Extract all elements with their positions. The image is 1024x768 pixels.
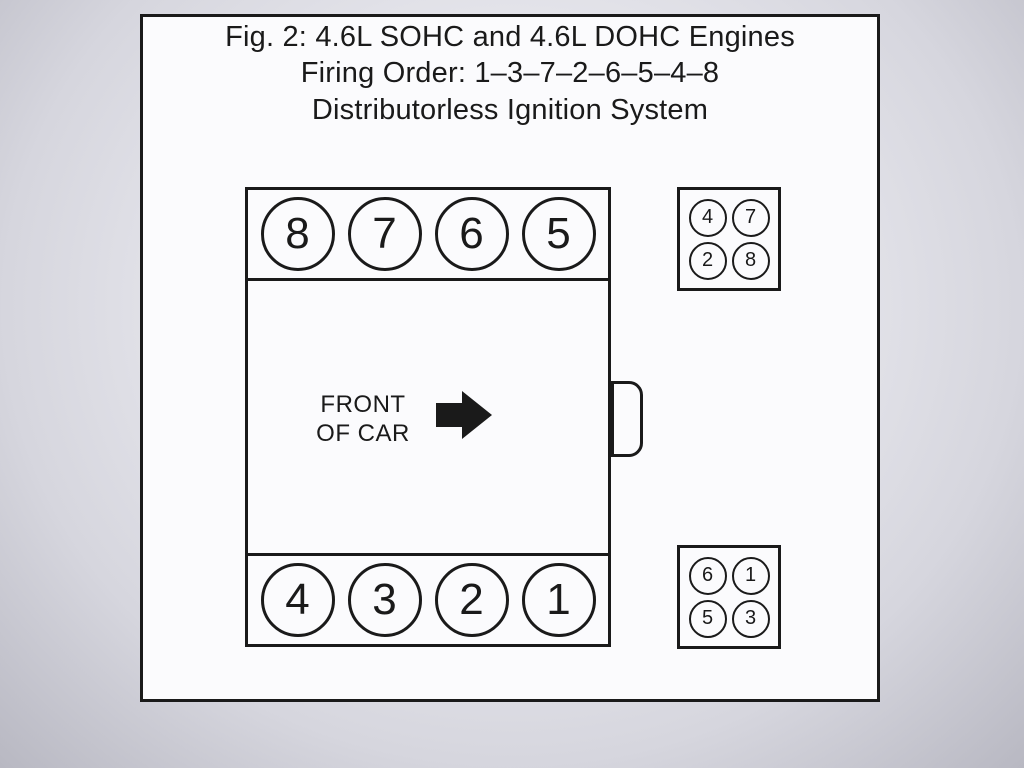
cylinder: 4	[261, 563, 335, 637]
cylinder: 7	[348, 197, 422, 271]
header-line-2: Firing Order: 1–3–7–2–6–5–4–8	[143, 55, 877, 91]
coil-pack-top: 4 7 2 8	[677, 187, 781, 291]
figure-frame: Fig. 2: 4.6L SOHC and 4.6L DOHC Engines …	[140, 14, 880, 702]
cylinder: 1	[522, 563, 596, 637]
coil-terminal: 8	[732, 242, 770, 280]
coil-terminal: 5	[689, 600, 727, 638]
cylinder: 6	[435, 197, 509, 271]
engine-diagram: 8 7 6 5 FRONT OF CAR 4 3 2 1	[143, 157, 877, 677]
front-label-line2: OF CAR	[316, 420, 410, 447]
header-line-1: Fig. 2: 4.6L SOHC and 4.6L DOHC Engines	[143, 19, 877, 55]
coil-terminal: 7	[732, 199, 770, 237]
figure-header: Fig. 2: 4.6L SOHC and 4.6L DOHC Engines …	[143, 17, 877, 128]
coil-pack-bottom: 6 1 5 3	[677, 545, 781, 649]
engine-flange	[611, 381, 643, 457]
coil-terminal: 3	[732, 600, 770, 638]
front-label-line1: FRONT	[320, 391, 405, 418]
cylinder: 3	[348, 563, 422, 637]
cylinder-bank-top: 8 7 6 5	[245, 187, 611, 281]
front-of-car-label: FRONT OF CAR	[308, 391, 418, 449]
cylinder-bank-bottom: 4 3 2 1	[245, 553, 611, 647]
coil-terminal: 4	[689, 199, 727, 237]
engine-block: FRONT OF CAR	[245, 281, 611, 553]
arrow-right-icon	[436, 391, 492, 444]
cylinder: 2	[435, 563, 509, 637]
coil-terminal: 2	[689, 242, 727, 280]
cylinder: 8	[261, 197, 335, 271]
coil-terminal: 6	[689, 557, 727, 595]
header-line-3: Distributorless Ignition System	[143, 92, 877, 128]
cylinder: 5	[522, 197, 596, 271]
coil-terminal: 1	[732, 557, 770, 595]
